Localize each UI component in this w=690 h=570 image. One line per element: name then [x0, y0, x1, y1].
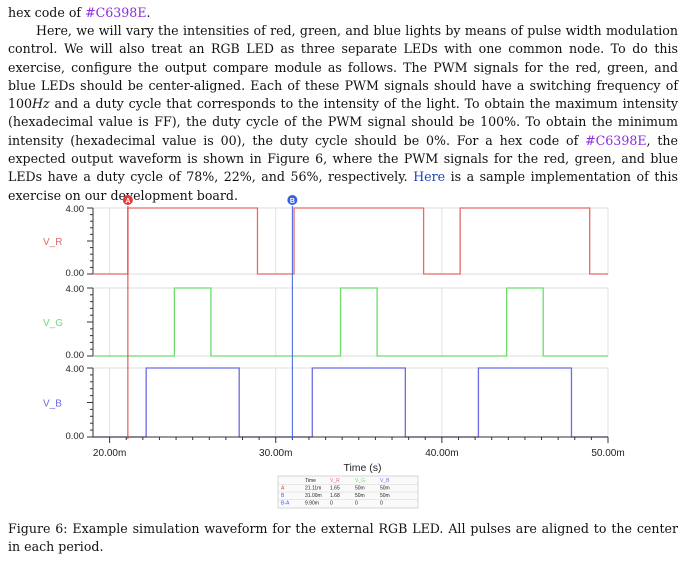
body-text-3: , the expected output waveform is shown … [8, 132, 678, 185]
cursor-table-cell: 50m [380, 486, 390, 492]
cursor-table-cell: 0 [330, 501, 333, 507]
hex-code-link[interactable]: #C6398E [85, 5, 147, 20]
x-tick-label: 50.00m [591, 448, 624, 459]
waveform-figure: 4.00 0.00 V_R 4.00 0.00 V_G 4.00 0.00 V_B 20.00m 3… [0, 190, 690, 520]
plot-panel-frame [92, 367, 609, 438]
y-tick-label-top: 4.00 [66, 204, 85, 215]
series-label-V_R: V_R [43, 237, 62, 248]
hex-code-link-2[interactable]: #C6398E [585, 132, 647, 148]
x-axis-title: Time (s) [343, 462, 381, 474]
body-text-4: is a sample implementation of this exerc… [8, 169, 678, 203]
figure-caption: Figure 6: Example simulation waveform fo… [8, 521, 678, 555]
cursor-table-header: V_B [380, 478, 390, 484]
body-text-2: and a duty cycle that corresponds to the… [8, 96, 678, 148]
body-text-1: Here, we will vary the intensities of re… [8, 23, 678, 112]
cursor-table-cell: 50m [355, 486, 365, 492]
intro-suffix: . [146, 5, 151, 20]
cursor-table-cell: 1.65 [330, 486, 340, 492]
cursor-table-cell: 1.68 [330, 493, 340, 499]
cursor-table-cell: 0 [380, 501, 383, 507]
waveform-chart: 4.00 0.00 V_R 4.00 0.00 V_G 4.00 0.00 V_B 20.00m 3… [43, 195, 625, 509]
cursor-table-cell: 0 [355, 501, 358, 507]
plot-panel-frame [92, 207, 609, 275]
cursor-table-cell: A [281, 486, 285, 492]
cursor-table-header: Time [305, 478, 316, 484]
cursor-table-cell: 50m [355, 493, 365, 499]
y-tick-label-bottom: 0.00 [66, 350, 85, 361]
cursor-marker-label: B [290, 198, 295, 205]
intro-text: hex code of [8, 5, 86, 20]
series-label-V_B: V_B [43, 399, 62, 410]
x-tick-label: 20.00m [93, 448, 126, 459]
paragraph-intro: hex code of #C6398E. [8, 4, 678, 22]
y-tick-label-bottom: 0.00 [66, 268, 85, 279]
cursor-table-cell: 21.11m [305, 486, 321, 492]
y-tick-label-bottom: 0.00 [66, 431, 85, 442]
y-tick-label-top: 4.00 [66, 364, 85, 375]
plot-panel-frame [92, 287, 609, 357]
here-link[interactable]: Here [413, 169, 446, 185]
cursor-table-cell: B-A [281, 501, 290, 507]
cursor-table-header: V_R [330, 478, 340, 484]
cursor-marker-B [287, 195, 298, 205]
paragraph-body: Here, we will vary the intensities of re… [8, 22, 678, 205]
hz-unit: Hz [32, 96, 50, 112]
waveform-V_G [93, 287, 608, 357]
cursor-marker-label: A [125, 198, 130, 205]
cursor-table-cell: 9.90m [305, 501, 319, 507]
cursor-marker-A [122, 195, 133, 205]
x-tick-label: 30.00m [259, 448, 292, 459]
cursor-table-cell: B [281, 493, 285, 499]
cursor-table-cell: 50m [380, 493, 390, 499]
series-label-V_G: V_G [43, 318, 63, 329]
cursor-table-cell: 31.00m [305, 493, 322, 499]
x-tick-label: 40.00m [425, 448, 458, 459]
waveform-V_R [93, 207, 608, 275]
y-tick-label-top: 4.00 [66, 284, 85, 295]
waveform-V_B [93, 367, 608, 438]
cursor-table-header: V_G [355, 478, 365, 484]
